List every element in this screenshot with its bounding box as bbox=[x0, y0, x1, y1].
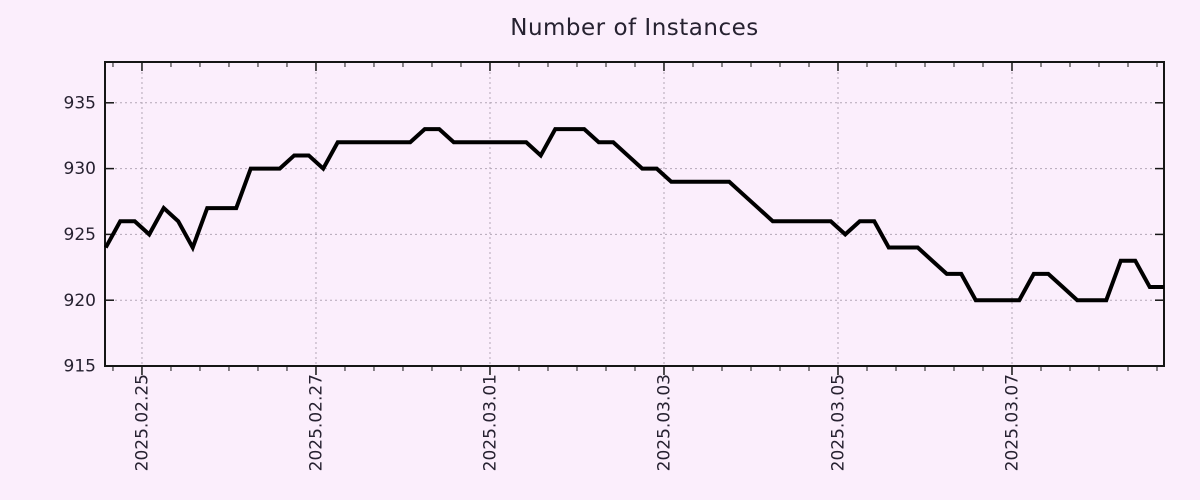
y-tick-label: 925 bbox=[64, 225, 96, 245]
data-line bbox=[103, 127, 1165, 303]
x-tick-label: 2025.02.25 bbox=[133, 374, 153, 471]
x-tick-label: 2025.03.01 bbox=[481, 374, 501, 471]
plot-border bbox=[104, 61, 1165, 367]
x-tick-label: 2025.02.27 bbox=[307, 374, 327, 471]
x-tick-label: 2025.03.05 bbox=[829, 374, 849, 471]
x-tick-label: 2025.03.07 bbox=[1003, 374, 1023, 471]
chart-title: Number of Instances bbox=[510, 15, 759, 41]
y-tick-label: 915 bbox=[64, 357, 96, 377]
y-tick-label: 935 bbox=[64, 93, 96, 113]
x-tick-label: 2025.03.03 bbox=[655, 374, 675, 471]
y-tick-label: 920 bbox=[64, 291, 96, 311]
y-tick-label: 930 bbox=[64, 159, 96, 179]
